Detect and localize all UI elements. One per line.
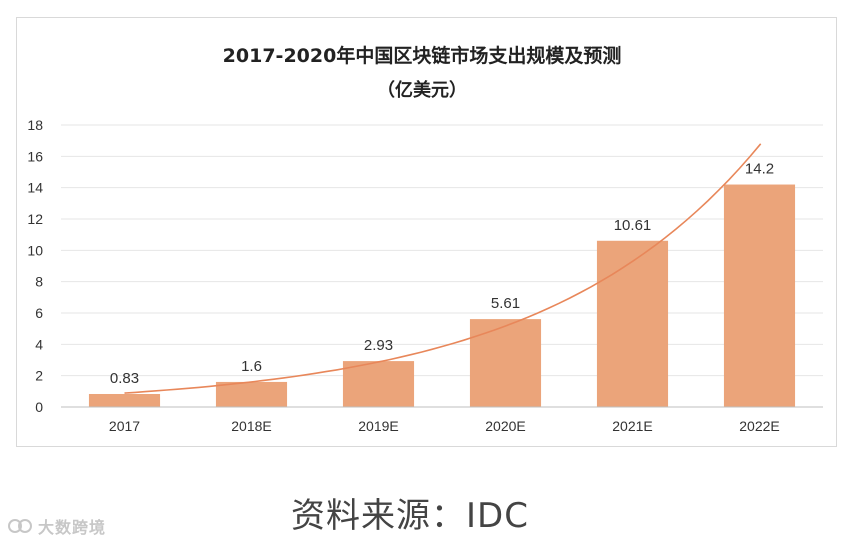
bar — [342, 361, 415, 407]
watermark: 大数跨境 — [8, 514, 106, 538]
y-tick-label: 8 — [35, 274, 43, 290]
chart-frame: 2017-2020年中国区块链市场支出规模及预测 （亿美元） 0 2 4 6 8 10 12… — [16, 17, 837, 447]
x-axis-ticks: 2017 2018E 2019E 2020E 2021E 2022E — [109, 418, 780, 434]
bar — [88, 393, 161, 407]
data-label: 0.83 — [110, 370, 139, 387]
data-label: 5.61 — [491, 295, 520, 312]
y-tick-label: 2 — [35, 368, 43, 384]
y-tick-label: 10 — [27, 242, 43, 258]
chart-subtitle: （亿美元） — [377, 79, 467, 101]
data-label: 2.93 — [364, 337, 393, 354]
y-tick-label: 4 — [35, 336, 43, 352]
gridlines — [61, 124, 823, 377]
x-tick-label: 2021E — [612, 418, 652, 434]
data-label: 1.6 — [241, 358, 262, 375]
x-tick-label: 2018E — [231, 418, 271, 434]
bar — [596, 240, 669, 407]
x-tick-label: 2020E — [485, 418, 525, 434]
bar — [723, 184, 796, 407]
x-tick-label: 2019E — [358, 418, 398, 434]
y-tick-label: 16 — [27, 148, 43, 164]
watermark-logo-icon — [8, 519, 32, 533]
watermark-text: 大数跨境 — [38, 518, 107, 537]
trendline — [124, 143, 762, 394]
data-labels: 0.83 1.6 2.93 5.61 10.61 14.2 — [110, 161, 774, 387]
bar — [215, 381, 288, 407]
y-axis-ticks: 0 2 4 6 8 10 12 14 16 18 — [27, 117, 43, 415]
y-tick-label: 12 — [27, 211, 43, 227]
data-label: 14.2 — [745, 161, 774, 178]
y-tick-label: 6 — [35, 305, 43, 321]
x-tick-label: 2022E — [739, 418, 779, 434]
bars — [88, 184, 796, 407]
data-label: 10.61 — [614, 217, 652, 234]
bar-chart: 2017-2020年中国区块链市场支出规模及预测 （亿美元） 0 2 4 6 8 10 12… — [27, 44, 823, 434]
y-tick-label: 14 — [27, 180, 43, 196]
x-tick-label: 2017 — [109, 418, 140, 434]
bar — [469, 319, 542, 407]
source-caption: 资料来源：IDC — [291, 496, 529, 536]
y-tick-label: 18 — [27, 117, 43, 133]
chart-title: 2017-2020年中国区块链市场支出规模及预测 — [223, 44, 622, 67]
y-tick-label: 0 — [35, 399, 43, 415]
